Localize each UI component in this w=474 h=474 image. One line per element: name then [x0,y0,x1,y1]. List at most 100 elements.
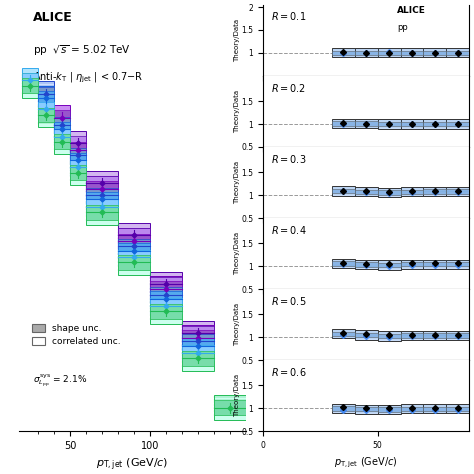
Bar [86,187,118,212]
Bar [70,131,86,155]
Bar [423,119,447,128]
Bar [401,48,423,57]
Bar [86,176,118,191]
Bar [118,238,150,263]
Text: ALICE: ALICE [397,6,426,15]
Bar [355,119,378,128]
Bar [150,286,182,311]
Bar [70,160,86,175]
Bar [423,51,447,55]
Bar [355,260,378,269]
Bar [332,406,355,410]
Bar [150,298,182,313]
Bar [118,234,150,248]
Bar [118,250,150,274]
X-axis label: $p_{\mathrm{T,jet}}$ (GeV/$c$): $p_{\mathrm{T,jet}}$ (GeV/$c$) [96,456,169,473]
Bar [182,333,214,358]
Bar [401,333,423,338]
Bar [423,122,447,126]
Bar [355,404,378,414]
Bar [38,82,54,106]
Bar [118,243,150,258]
Bar [38,91,54,106]
Bar [150,277,182,292]
Bar [54,124,70,149]
Bar [423,262,447,266]
Bar [355,121,378,126]
Bar [86,171,118,195]
Bar [423,331,447,340]
Bar [447,260,469,269]
Bar [378,51,401,55]
Bar [378,188,401,197]
Bar [86,182,118,207]
Bar [86,200,118,214]
Bar [355,262,378,267]
Bar [150,292,182,306]
Bar [86,192,118,207]
Bar [54,129,70,144]
Text: $\sigma^{\mathrm{sys}}_{L_{\mathrm{pp}}}$ = 2.1%: $\sigma^{\mathrm{sys}}_{L_{\mathrm{pp}}}… [33,372,87,389]
Bar [70,136,86,151]
Bar [54,122,70,137]
Text: pp: pp [397,23,408,31]
Bar [182,346,214,371]
Legend: shape unc., correlated unc.: shape unc., correlated unc. [28,320,125,350]
Bar [447,48,469,57]
Bar [355,330,378,339]
Bar [182,320,214,346]
Bar [447,119,469,128]
Bar [378,122,401,126]
Bar [332,329,355,338]
Bar [378,263,401,267]
Bar [332,48,355,57]
Bar [70,153,86,168]
Bar [423,407,447,411]
Y-axis label: Theory/Data: Theory/Data [234,161,240,204]
Bar [150,304,182,319]
Bar [150,272,182,296]
Bar [378,48,401,57]
Bar [70,148,86,173]
Bar [332,189,355,193]
Bar [401,331,423,340]
Bar [378,261,401,270]
Bar [401,187,423,197]
Bar [423,404,447,413]
Bar [401,122,423,126]
Bar [22,73,38,88]
Y-axis label: Theory/Data: Theory/Data [234,374,240,417]
Bar [150,299,182,324]
Bar [86,188,118,202]
Bar [447,189,469,194]
Bar [182,326,214,340]
Bar [332,51,355,55]
Bar [447,122,469,126]
Bar [118,234,150,258]
Bar [447,51,469,55]
Bar [86,200,118,225]
Text: pp  $\sqrt{s}$ = 5.02 TeV: pp $\sqrt{s}$ = 5.02 TeV [33,43,130,58]
Bar [447,187,469,196]
Bar [118,245,150,270]
Bar [355,333,378,337]
Bar [22,68,38,93]
Bar [401,262,423,266]
Bar [182,351,214,365]
Bar [118,255,150,270]
Bar [182,329,214,354]
X-axis label: $p_{\mathrm{T,jet}}$ (GeV/$c$): $p_{\mathrm{T,jet}}$ (GeV/$c$) [334,456,398,470]
Bar [54,134,70,149]
Text: $R=0.5$: $R=0.5$ [271,295,307,307]
Bar [38,86,54,110]
Bar [70,137,86,162]
Y-axis label: Theory/Data: Theory/Data [234,232,240,275]
Bar [401,404,423,413]
Bar [38,108,54,122]
Text: Anti-$k_{\mathrm{T}}$ | $\eta_{\mathrm{jet}}$ | < 0.7$-$R: Anti-$k_{\mathrm{T}}$ | $\eta_{\mathrm{j… [33,71,143,85]
Bar [118,223,150,247]
Bar [182,330,214,345]
Bar [86,182,118,196]
Bar [70,160,86,185]
Bar [118,239,150,254]
